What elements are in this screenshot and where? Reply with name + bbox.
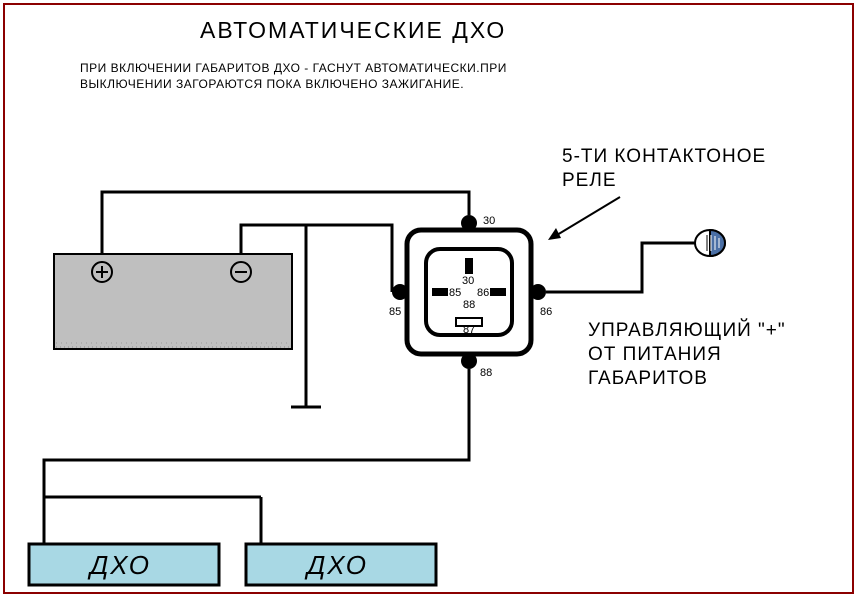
terminal-30 (461, 215, 477, 231)
headlamp-icon (695, 230, 725, 256)
dxo-box-right: ДХО (246, 544, 436, 585)
dxo-box-left: ДХО (29, 544, 219, 585)
control-label-line-3: ГАБАРИТОВ (588, 368, 708, 389)
control-label-line-2: ОТ ПИТАНИЯ (588, 344, 722, 365)
subtitle-line-2: ВЫКЛЮЧЕНИИ ЗАГОРАЮТСЯ ПОКА ВКЛЮЧЕНО ЗАЖИ… (80, 77, 464, 91)
relay-pin-85-inner: 85 (449, 287, 461, 299)
diagram-title: АВТОМАТИЧЕСКИЕ ДХО (200, 17, 506, 43)
terminal-86 (530, 284, 546, 300)
diagram-frame: АВТОМАТИЧЕСКИЕ ДХО ПРИ ВКЛЮЧЕНИИ ГАБАРИТ… (0, 0, 857, 597)
terminal-85 (392, 284, 408, 300)
wire (44, 369, 469, 497)
ground-symbol (291, 225, 321, 407)
relay-label-line-2: РЕЛЕ (562, 170, 617, 191)
wire (306, 225, 392, 292)
wire (546, 243, 695, 292)
pin-85-label: 85 (389, 306, 401, 318)
pin-88-label: 88 (480, 367, 492, 379)
relay-icon: 30 85 86 88 87 (407, 230, 531, 354)
arrow-icon (548, 197, 620, 240)
relay-pin-86-inner: 86 (477, 287, 489, 299)
pin-30-label: 30 (483, 215, 495, 227)
subtitle-line-1: ПРИ ВКЛЮЧЕНИИ ГАБАРИТОВ ДХО - ГАСНУТ АВТ… (80, 61, 507, 75)
relay-pin-30-inner: 30 (462, 275, 474, 287)
relay-pin-88-inner: 88 (463, 299, 475, 311)
control-label-line-1: УПРАВЛЯЮЩИЙ "+" (588, 319, 786, 341)
relay-pin-87-inner: 87 (463, 324, 475, 336)
terminal-88 (461, 353, 477, 369)
wire (241, 225, 306, 254)
dxo-label-left: ДХО (87, 550, 151, 580)
dxo-label-right: ДХО (304, 550, 368, 580)
battery-icon (54, 254, 292, 349)
pin-86-label: 86 (540, 306, 552, 318)
relay-label-line-1: 5-ТИ КОНТАКТОНОЕ (562, 146, 766, 167)
